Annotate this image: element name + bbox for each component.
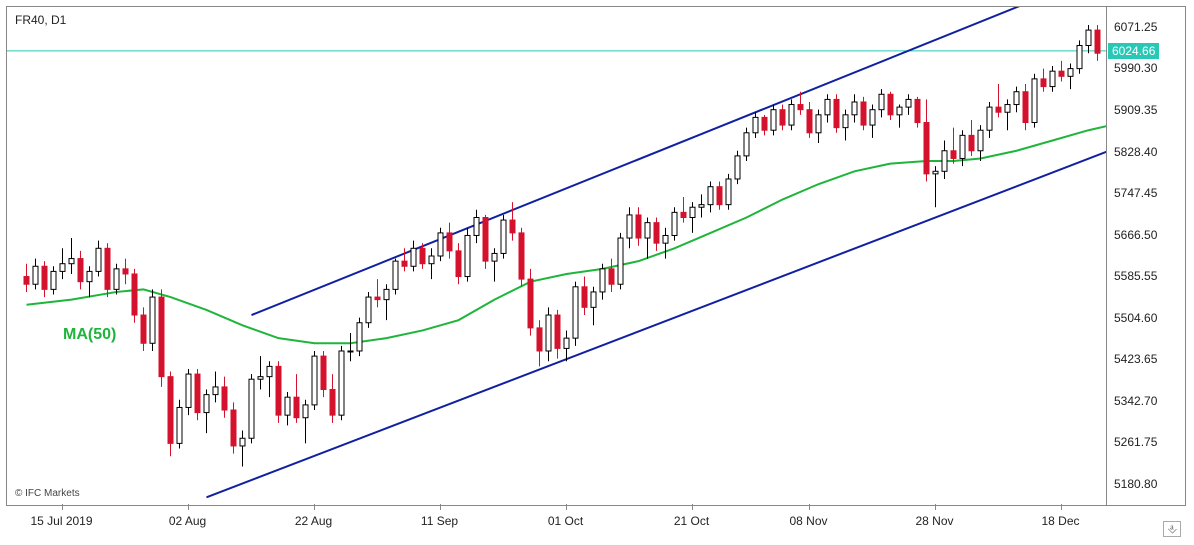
x-tick-mark bbox=[809, 504, 810, 510]
y-tick-label: 5180.80 bbox=[1114, 477, 1184, 491]
x-tick-mark bbox=[440, 504, 441, 510]
x-tick-label: 02 Aug bbox=[169, 514, 206, 528]
y-tick-label: 5909.35 bbox=[1114, 103, 1184, 117]
current-price-tag: 6024.66 bbox=[1108, 43, 1159, 59]
x-tick-label: 21 Oct bbox=[674, 514, 709, 528]
plot-area[interactable]: FR40, D1 MA(50) © IFC Markets bbox=[7, 7, 1107, 505]
x-tick-label: 18 Dec bbox=[1041, 514, 1079, 528]
copyright-label: © IFC Markets bbox=[15, 488, 80, 499]
x-tick-label: 01 Oct bbox=[548, 514, 583, 528]
y-tick-label: 5828.40 bbox=[1114, 145, 1184, 159]
y-tick-label: 5747.45 bbox=[1114, 186, 1184, 200]
x-tick-label: 11 Sep bbox=[421, 514, 458, 528]
y-tick-label: 5261.75 bbox=[1114, 435, 1184, 449]
y-tick-label: 5342.70 bbox=[1114, 394, 1184, 408]
x-axis: 15 Jul 2019 02 Aug 22 Aug 11 Sep 01 Oct 21 Oc… bbox=[6, 508, 1105, 538]
x-tick-mark bbox=[62, 504, 63, 510]
x-tick-label: 08 Nov bbox=[789, 514, 827, 528]
ma50-label: MA(50) bbox=[63, 326, 116, 344]
x-tick-mark bbox=[188, 504, 189, 510]
x-tick-mark bbox=[314, 504, 315, 510]
x-tick-mark bbox=[692, 504, 693, 510]
y-tick-label: 5666.50 bbox=[1114, 228, 1184, 242]
x-tick-mark bbox=[1061, 504, 1062, 510]
y-tick-label: 6071.25 bbox=[1114, 20, 1184, 34]
y-tick-label: 5423.65 bbox=[1114, 352, 1184, 366]
y-tick-label: 5585.55 bbox=[1114, 269, 1184, 283]
candlestick-svg bbox=[7, 7, 1106, 505]
x-tick-label: 15 Jul 2019 bbox=[30, 514, 92, 528]
x-tick-label: 22 Aug bbox=[295, 514, 332, 528]
chart-symbol-label: FR40, D1 bbox=[15, 13, 66, 27]
x-tick-label: 28 Nov bbox=[915, 514, 953, 528]
chart-container[interactable]: FR40, D1 MA(50) © IFC Markets ⎀ 5180.805… bbox=[6, 6, 1186, 506]
x-tick-mark bbox=[566, 504, 567, 510]
y-tick-label: 5504.60 bbox=[1114, 311, 1184, 325]
x-tick-mark bbox=[935, 504, 936, 510]
y-tick-label: 5990.30 bbox=[1114, 61, 1184, 75]
axis-corner-icon: ⎀ bbox=[1163, 521, 1181, 537]
